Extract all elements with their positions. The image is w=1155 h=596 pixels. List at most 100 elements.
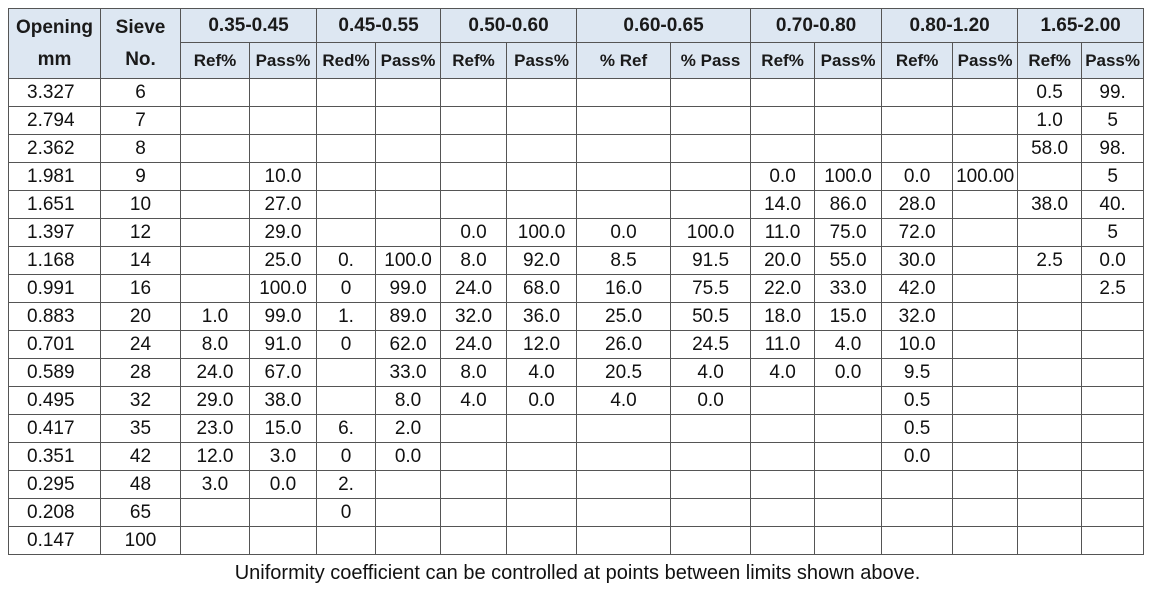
table-cell: 0.147 [8,526,101,555]
table-cell [952,470,1019,499]
table-cell [881,78,954,107]
table-row: 0.147 100 [8,526,1145,555]
table-cell: 27.0 [248,190,318,219]
table-cell [248,78,318,107]
table-cell: 22.0 [750,274,816,303]
table-cell: 5 [1081,106,1145,135]
table-cell: 10.0 [248,162,318,191]
table-cell [180,274,250,303]
table-cell: 7 [100,106,181,135]
table-cell: 24.0 [440,330,508,359]
table-cell: 36.0 [506,302,578,331]
table-cell: 86.0 [814,190,883,219]
table-cell: 0.883 [8,302,101,331]
table-cell: 9.5 [881,358,954,387]
table-cell: 24.0 [180,358,250,387]
table-cell [375,498,442,527]
table-row: 1.651 10 27.0 14.0 86.0 28.0 38.0 40. [8,190,1145,219]
table-cell: 0.295 [8,470,101,499]
table-row: 0.701 24 8.0 91.0 0 62.0 24.0 12.0 26.0 24.5 11.0 4… [8,330,1145,359]
table-cell: 0.0 [814,358,883,387]
table-cell: 2.362 [8,134,101,163]
table-cell [375,218,442,247]
table-cell [1081,386,1145,415]
header-cell: Opening mm [8,8,101,79]
sub-header: Ref% [440,42,508,79]
header-line: Sieve [115,16,166,38]
table-cell: 38.0 [1017,190,1083,219]
table-cell: 20.5 [576,358,672,387]
sub-header: Red% [316,42,377,79]
table-cell: 16.0 [576,274,672,303]
table-cell: 48 [100,470,181,499]
table-cell: 24.0 [440,274,508,303]
table-cell [881,106,954,135]
table-cell [670,470,752,499]
table-cell [1017,358,1083,387]
table-cell [576,442,672,471]
table-cell: 32 [100,386,181,415]
table-cell [952,526,1019,555]
header-line: No. [125,48,156,70]
table-cell [670,442,752,471]
table-cell [1081,498,1145,527]
table-cell [576,470,672,499]
sub-header: Ref% [180,42,250,79]
sub-header: Ref% [750,42,816,79]
table-cell [881,526,954,555]
table-cell [375,106,442,135]
table-cell: 1.651 [8,190,101,219]
table-cell: 24 [100,330,181,359]
table-cell: 62.0 [375,330,442,359]
table-cell: 2.794 [8,106,101,135]
table-cell: 25.0 [248,246,318,275]
table-cell: 30.0 [881,246,954,275]
table-cell: 20.0 [750,246,816,275]
table-cell [375,526,442,555]
table-cell: 38.0 [248,386,318,415]
table-cell [440,162,508,191]
table-cell: 18.0 [750,302,816,331]
table-cell: 26.0 [576,330,672,359]
table-cell: 99.0 [248,302,318,331]
table-cell [576,498,672,527]
table-cell: 25.0 [576,302,672,331]
table-cell [375,134,442,163]
sub-header: Ref% [1017,42,1083,79]
table-cell [1017,386,1083,415]
table-cell [881,498,954,527]
table-cell [750,498,816,527]
table-cell: 99.0 [375,274,442,303]
table-cell: 29.0 [248,218,318,247]
table-row: 1.397 12 29.0 0.0 100.0 0.0 100.0 11.0 75.0 72.0 5 [8,218,1145,247]
table-cell [440,470,508,499]
header-cell: Sieve No. [100,8,181,79]
table-cell: 4.0 [506,358,578,387]
table-cell: 29.0 [180,386,250,415]
table-cell: 5 [1081,218,1145,247]
table-cell: 23.0 [180,414,250,443]
table-cell [814,106,883,135]
group-header: 1.65-2.00 [1017,8,1145,43]
table-cell: 4.0 [750,358,816,387]
table-cell: 4.0 [576,386,672,415]
table-cell [440,134,508,163]
table-body: 3.327 6 0.5 99. 2.794 7 1.0 5 2.362 8 58.0 98. 1.981… [8,78,1145,555]
table-cell: 1.168 [8,246,101,275]
table-cell [440,498,508,527]
table-cell [750,442,816,471]
table-cell: 35 [100,414,181,443]
table-cell [506,414,578,443]
table-cell [180,162,250,191]
table-cell: 0.495 [8,386,101,415]
table-cell [670,78,752,107]
table-cell: 55.0 [814,246,883,275]
table-cell [1017,330,1083,359]
table-cell [1017,302,1083,331]
table-cell: 42.0 [881,274,954,303]
header-line: mm [37,48,72,70]
table-cell: 0.589 [8,358,101,387]
table-cell: 32.0 [440,302,508,331]
table-cell [180,526,250,555]
